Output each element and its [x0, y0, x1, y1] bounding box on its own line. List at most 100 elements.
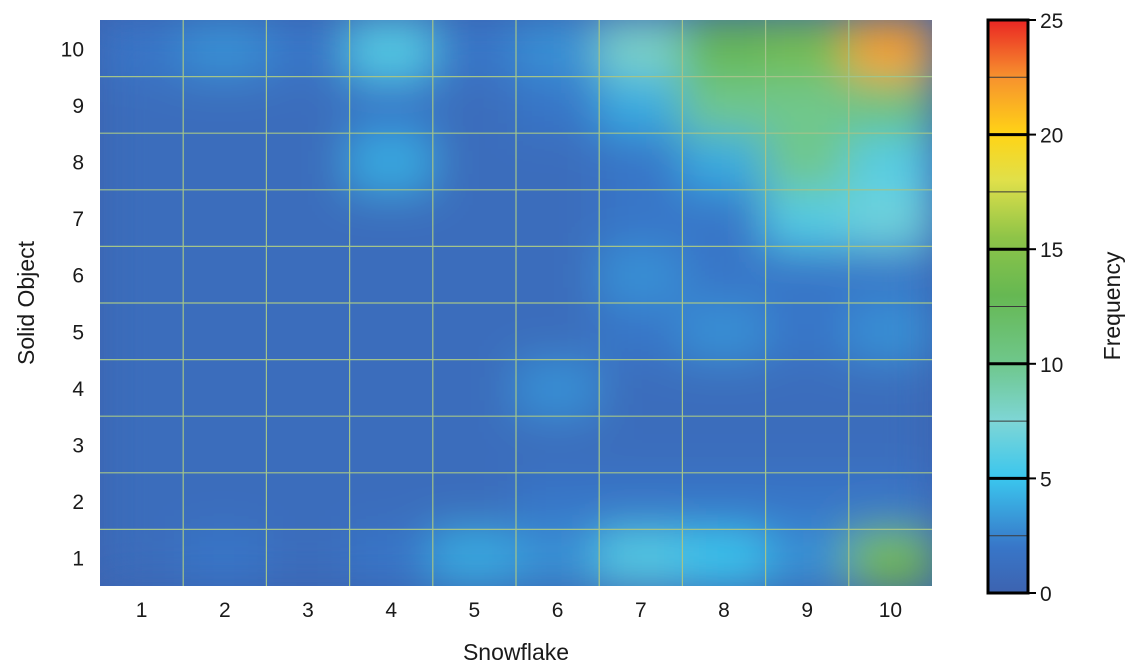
- heatmap-cell: [182, 188, 268, 248]
- heatmap-cell: [681, 245, 767, 304]
- heatmap-cell: [764, 75, 850, 135]
- heatmap-cell: [431, 528, 517, 586]
- heatmap-cell: [431, 415, 517, 474]
- colorbar-level-lines: [988, 76, 1028, 537]
- heatmap-cell: [847, 302, 932, 361]
- heatmap-cell: [182, 132, 268, 191]
- heatmap-cell: [265, 132, 351, 191]
- y-tick-label: 6: [72, 265, 84, 288]
- colorbar-tick-label: 20: [1040, 125, 1063, 148]
- heatmap-cell: [515, 245, 601, 304]
- plot-area: [100, 20, 932, 586]
- heatmap-cell: [431, 132, 517, 191]
- heatmap-cell: [598, 302, 684, 361]
- heatmap-cell: [681, 471, 767, 531]
- heatmap-cell: [182, 528, 268, 586]
- x-tick-labels: 1 2 3 4 5 6 7 8 9 10: [136, 599, 902, 622]
- y-tick-label: 2: [72, 491, 84, 514]
- heatmap-cell: [100, 528, 185, 586]
- y-tick-label: 1: [72, 548, 84, 571]
- x-tick-label: 8: [718, 599, 730, 622]
- heatmap-cell: [265, 358, 351, 418]
- heatmap-cell: [764, 358, 850, 418]
- heatmap-cell: [348, 245, 434, 304]
- y-tick-labels: 1 2 3 4 5 6 7 8 9 10: [61, 38, 85, 570]
- heatmap-cell: [100, 358, 185, 418]
- heatmap-cell: [764, 132, 850, 191]
- colorbar-tick-label: 0: [1040, 583, 1052, 606]
- heatmap-cell: [681, 20, 767, 78]
- heatmap-cell: [100, 188, 185, 248]
- y-axis-label: Solid Object: [13, 240, 39, 365]
- colorbar-tick-label: 10: [1040, 354, 1063, 377]
- heatmap-cell: [348, 528, 434, 586]
- heatmap-cell: [431, 75, 517, 135]
- y-tick-label: 5: [72, 321, 84, 344]
- heatmap-cell: [847, 471, 932, 531]
- heatmap-cell: [265, 415, 351, 474]
- y-tick-label: 7: [72, 208, 84, 231]
- y-tick-label: 10: [61, 38, 84, 61]
- heatmap-cell: [265, 188, 351, 248]
- heatmap-cell: [515, 20, 601, 78]
- heatmap-cell: [847, 528, 932, 586]
- heatmap-cell: [265, 528, 351, 586]
- heatmap-cell: [847, 415, 932, 474]
- heatmap-cell: [681, 358, 767, 418]
- heatmap-cell: [265, 75, 351, 135]
- heatmap-cell: [431, 471, 517, 531]
- heatmap-cell: [182, 302, 268, 361]
- x-tick-label: 3: [302, 599, 314, 622]
- heatmap-cell: [100, 415, 185, 474]
- heatmap-cell: [182, 75, 268, 135]
- heatmap-cell: [598, 188, 684, 248]
- heatmap-cell: [265, 245, 351, 304]
- heatmap-cell: [681, 132, 767, 191]
- x-tick-label: 6: [552, 599, 564, 622]
- heatmap-cell: [764, 471, 850, 531]
- x-tick-label: 2: [219, 599, 231, 622]
- heatmap-cell: [598, 245, 684, 304]
- heatmap-cell: [598, 75, 684, 135]
- heatmap-cell: [100, 75, 185, 135]
- heatmap-cell: [515, 528, 601, 586]
- heatmap-cell: [681, 188, 767, 248]
- heatmap-cell: [598, 358, 684, 418]
- heatmap-cell: [598, 528, 684, 586]
- heatmap-cell: [182, 245, 268, 304]
- heatmap-cell: [681, 302, 767, 361]
- x-tick-label: 1: [136, 599, 148, 622]
- heatmap-cell: [182, 415, 268, 474]
- heatmap-cell: [598, 20, 684, 78]
- heatmap-cell: [681, 528, 767, 586]
- heatmap-cell: [431, 245, 517, 304]
- heatmap-cell: [348, 20, 434, 78]
- heatmap-cell: [348, 302, 434, 361]
- heatmap-cell: [847, 245, 932, 304]
- heatmap-cell: [431, 20, 517, 78]
- heatmap-cell: [100, 20, 185, 78]
- colorbar: 0 5 10 15 20 25 Frequency: [986, 10, 1125, 606]
- heatmap-cell: [100, 245, 185, 304]
- heatmap-cell: [515, 415, 601, 474]
- heatmap-cell: [431, 302, 517, 361]
- heatmap-cell: [515, 132, 601, 191]
- heatmap-cells: [100, 20, 932, 586]
- colorbar-frame: [986, 18, 1030, 595]
- heatmap-cell: [681, 75, 767, 135]
- x-tick-label: 4: [385, 599, 397, 622]
- heatmap-cell: [100, 302, 185, 361]
- colorbar-label: Frequency: [1099, 251, 1125, 360]
- y-tick-label: 3: [72, 435, 84, 458]
- heatmap-cell: [764, 415, 850, 474]
- colorbar-tick-labels: 0 5 10 15 20 25: [1028, 10, 1063, 606]
- heatmap-cell: [348, 188, 434, 248]
- colorbar-tick-label: 5: [1040, 468, 1052, 491]
- x-tick-label: 7: [635, 599, 647, 622]
- heatmap-cell: [764, 302, 850, 361]
- colorbar-tick-label: 15: [1040, 239, 1063, 262]
- y-tick-label: 8: [72, 152, 84, 175]
- heatmap-cell: [764, 528, 850, 586]
- heatmap-cell: [348, 132, 434, 191]
